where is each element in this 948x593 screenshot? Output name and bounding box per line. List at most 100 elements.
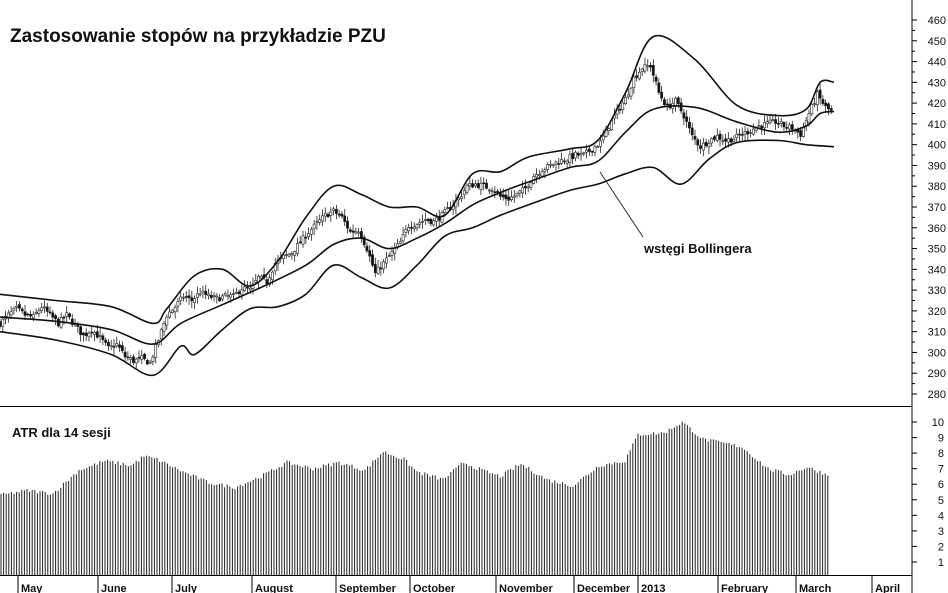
candle-up bbox=[382, 261, 386, 270]
candle-up bbox=[301, 235, 305, 245]
price-tick-label: 430 bbox=[928, 77, 946, 89]
candle-down bbox=[718, 133, 722, 140]
candle-up bbox=[479, 183, 483, 190]
candle-up bbox=[643, 64, 647, 72]
candle-down bbox=[651, 65, 655, 76]
candle-down bbox=[657, 82, 661, 93]
candle-down bbox=[760, 125, 764, 129]
candle-down bbox=[724, 138, 727, 142]
candle-down bbox=[120, 345, 124, 352]
bollinger-upper-line bbox=[0, 34, 835, 325]
candle-down bbox=[48, 311, 52, 314]
candle-up bbox=[473, 183, 477, 187]
candle-down bbox=[343, 215, 347, 222]
candle-down bbox=[26, 313, 30, 316]
candle-down bbox=[829, 108, 833, 111]
candle-down bbox=[218, 297, 222, 302]
candle-down bbox=[126, 356, 130, 359]
candle-up bbox=[423, 219, 427, 222]
candle-up bbox=[540, 171, 544, 177]
candle-down bbox=[557, 163, 561, 165]
candle-up bbox=[751, 128, 755, 135]
candle-down bbox=[571, 152, 575, 160]
candle-up bbox=[646, 65, 650, 68]
candle-up bbox=[309, 229, 313, 235]
candle-up bbox=[549, 163, 552, 166]
candle-down bbox=[123, 351, 127, 358]
candle-up bbox=[715, 135, 719, 141]
candle-up bbox=[757, 125, 761, 128]
candle-up bbox=[515, 193, 519, 196]
candle-down bbox=[693, 135, 697, 140]
candle-up bbox=[529, 182, 533, 188]
atr-axis-ticks: 1 2 3 4 5 6 7 8 9 10 bbox=[912, 417, 944, 569]
candle-up bbox=[582, 152, 586, 155]
candle-down bbox=[696, 139, 700, 146]
candle-up bbox=[551, 164, 555, 167]
candle-down bbox=[101, 335, 105, 341]
candle-up bbox=[624, 97, 627, 104]
candle-down bbox=[740, 134, 744, 136]
candle-up bbox=[179, 296, 183, 301]
candle-up bbox=[462, 190, 466, 195]
candle-down bbox=[429, 219, 433, 225]
candle-up bbox=[418, 222, 422, 225]
candle-up bbox=[148, 361, 152, 364]
candle-up bbox=[31, 314, 35, 319]
candle-down bbox=[187, 295, 191, 298]
candle-up bbox=[329, 211, 333, 216]
candle-up bbox=[546, 164, 550, 170]
month-tick-label: September bbox=[339, 583, 397, 593]
candle-down bbox=[304, 236, 308, 239]
candle-down bbox=[785, 127, 789, 129]
candle-down bbox=[688, 121, 691, 129]
candle-up bbox=[6, 312, 10, 318]
candle-up bbox=[215, 295, 219, 298]
price-tick-label: 360 bbox=[928, 223, 946, 235]
month-tick-label: March bbox=[799, 583, 832, 593]
price-tick-label: 400 bbox=[928, 140, 946, 152]
candle-up bbox=[446, 207, 449, 209]
candle-up bbox=[357, 231, 361, 234]
candle-up bbox=[674, 97, 677, 106]
candle-down bbox=[504, 194, 508, 200]
candle-up bbox=[129, 357, 133, 360]
candle-down bbox=[799, 130, 803, 137]
candle-up bbox=[43, 306, 46, 309]
month-tick-label: December bbox=[577, 583, 631, 593]
atr-tick-label: 6 bbox=[938, 479, 944, 491]
candle-down bbox=[373, 263, 377, 274]
month-tick-label: August bbox=[255, 583, 293, 593]
candle-up bbox=[726, 138, 730, 143]
price-chart-title: Zastosowanie stopów na przykładzie PZU bbox=[10, 26, 386, 47]
candle-up bbox=[168, 311, 171, 318]
candle-down bbox=[704, 141, 708, 147]
candle-up bbox=[779, 121, 783, 124]
candle-down bbox=[265, 279, 269, 284]
candle-down bbox=[209, 295, 213, 298]
candle-up bbox=[626, 94, 630, 98]
candle-up bbox=[810, 104, 814, 115]
candle-down bbox=[118, 344, 121, 348]
candle-up bbox=[248, 287, 252, 291]
candle-up bbox=[468, 183, 472, 187]
candle-up bbox=[173, 306, 177, 313]
month-axis-ticks: May June July August September October Novembe… bbox=[17, 575, 900, 593]
month-tick-label: October bbox=[413, 583, 456, 593]
candle-up bbox=[560, 159, 563, 164]
candle-up bbox=[15, 305, 19, 308]
candle-up bbox=[162, 323, 166, 332]
chart-axes bbox=[0, 0, 913, 593]
candle-up bbox=[621, 102, 625, 110]
price-tick-label: 440 bbox=[928, 57, 946, 69]
candle-down bbox=[379, 267, 383, 270]
atr-tick-label: 5 bbox=[938, 495, 944, 507]
atr-chart-title: ATR dla 14 sesji bbox=[12, 425, 111, 440]
candle-up bbox=[159, 329, 163, 339]
month-tick-label: June bbox=[101, 583, 127, 593]
atr-tick-label: 2 bbox=[938, 541, 944, 553]
candle-up bbox=[763, 122, 766, 129]
candle-up bbox=[432, 220, 436, 226]
candle-down bbox=[507, 196, 511, 201]
